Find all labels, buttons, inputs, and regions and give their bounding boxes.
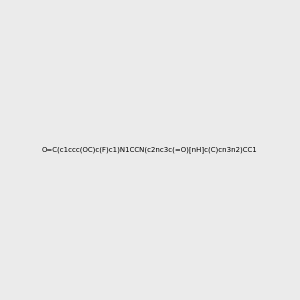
Text: O=C(c1ccc(OC)c(F)c1)N1CCN(c2nc3c(=O)[nH]c(C)cn3n2)CC1: O=C(c1ccc(OC)c(F)c1)N1CCN(c2nc3c(=O)[nH]… (42, 147, 258, 153)
